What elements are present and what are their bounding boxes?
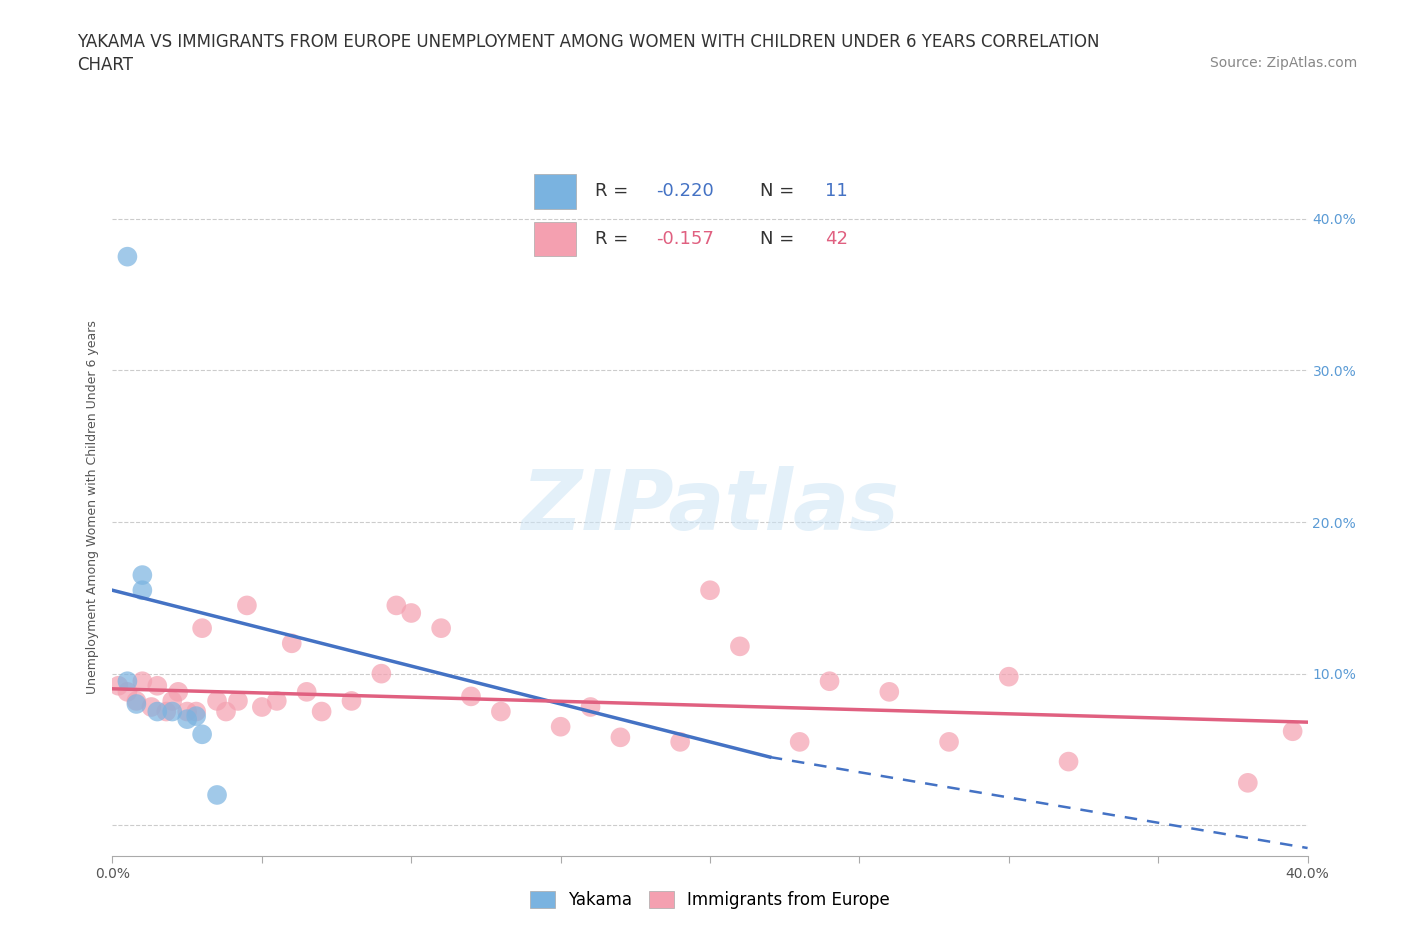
Point	[117, 684, 139, 699]
Point	[236, 598, 259, 613]
Point	[250, 699, 273, 714]
Point	[205, 788, 228, 803]
Point	[385, 598, 408, 613]
Y-axis label: Unemployment Among Women with Children Under 6 years: Unemployment Among Women with Children U…	[86, 320, 100, 694]
Point	[186, 704, 208, 719]
Point	[125, 697, 148, 711]
Point	[146, 704, 169, 719]
Point	[146, 678, 169, 693]
Point	[162, 694, 183, 709]
Text: Source: ZipAtlas.com: Source: ZipAtlas.com	[1209, 56, 1357, 70]
Point	[162, 704, 183, 719]
Point	[226, 694, 249, 709]
Point	[877, 684, 901, 699]
Point	[176, 711, 198, 726]
Point	[107, 678, 129, 693]
Point	[550, 719, 572, 734]
Point	[938, 735, 960, 750]
Point	[1281, 724, 1303, 738]
Text: YAKAMA VS IMMIGRANTS FROM EUROPE UNEMPLOYMENT AMONG WOMEN WITH CHILDREN UNDER 6 : YAKAMA VS IMMIGRANTS FROM EUROPE UNEMPLO…	[77, 33, 1099, 50]
Point	[266, 694, 288, 709]
Point	[728, 639, 751, 654]
Point	[131, 673, 153, 688]
Point	[215, 704, 238, 719]
Point	[155, 704, 177, 719]
Legend: Yakama, Immigrants from Europe: Yakama, Immigrants from Europe	[522, 883, 898, 917]
Point	[669, 735, 692, 750]
Point	[340, 694, 363, 709]
Point	[131, 583, 153, 598]
Point	[281, 636, 304, 651]
Point	[167, 684, 190, 699]
Point	[125, 694, 148, 709]
Point	[186, 709, 208, 724]
Point	[117, 673, 139, 688]
Text: CHART: CHART	[77, 56, 134, 73]
Point	[609, 730, 631, 745]
Point	[295, 684, 318, 699]
Point	[141, 699, 163, 714]
Point	[1057, 754, 1080, 769]
Point	[131, 567, 153, 582]
Point	[191, 727, 214, 742]
Point	[1237, 776, 1260, 790]
Point	[176, 704, 198, 719]
Point	[699, 583, 721, 598]
Point	[579, 699, 602, 714]
Point	[489, 704, 512, 719]
Point	[311, 704, 333, 719]
Point	[430, 620, 453, 635]
Point	[818, 673, 841, 688]
Point	[401, 605, 423, 620]
Point	[191, 620, 214, 635]
Point	[205, 694, 228, 709]
Point	[117, 249, 139, 264]
Point	[370, 666, 392, 681]
Point	[460, 689, 482, 704]
Text: ZIPatlas: ZIPatlas	[522, 466, 898, 548]
Point	[789, 735, 811, 750]
Point	[998, 670, 1021, 684]
